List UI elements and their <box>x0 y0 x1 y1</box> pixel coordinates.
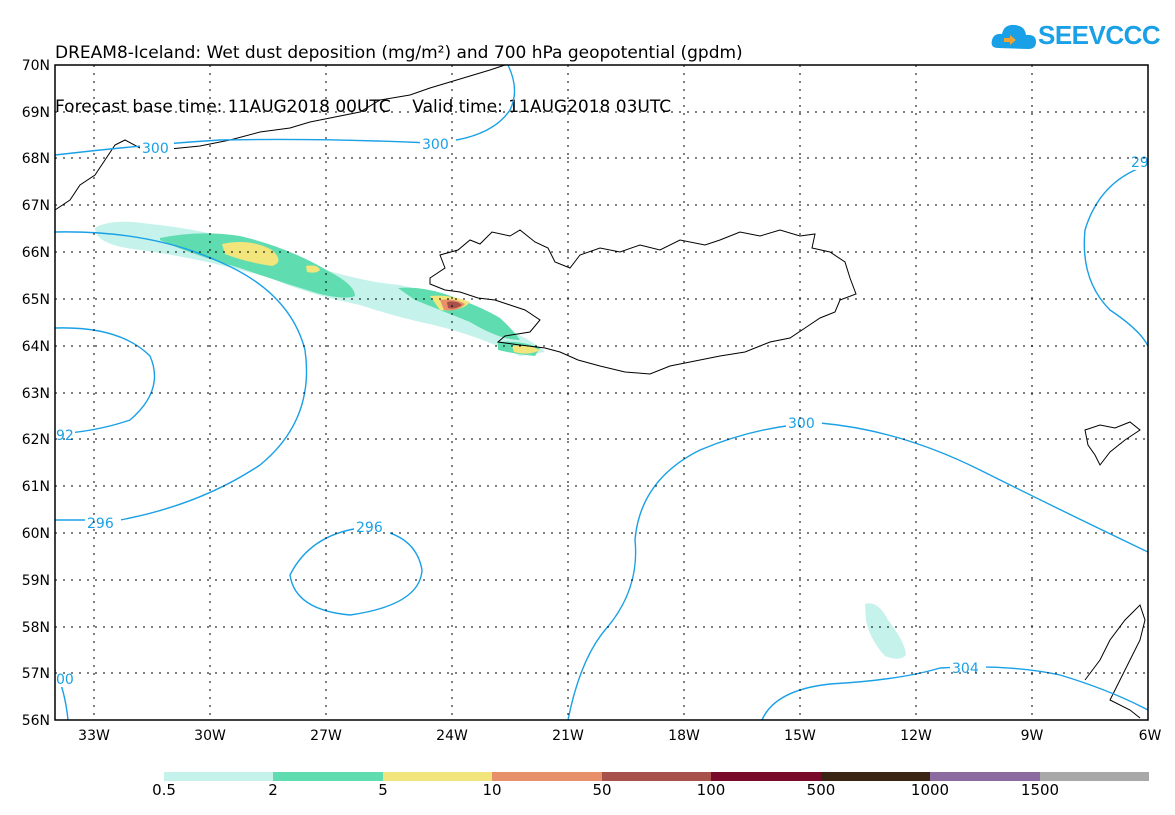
legend-swatch <box>930 772 1040 781</box>
scotland-coastline-south <box>1084 604 1146 719</box>
gridlines <box>55 65 1148 720</box>
lon-label: 12W <box>900 728 932 744</box>
greenland-coastline <box>54 64 506 211</box>
contour-east <box>1083 164 1149 347</box>
legend-label: 50 <box>592 781 612 799</box>
legend-label: 2 <box>268 781 278 799</box>
lon-label: 24W <box>436 728 468 744</box>
lat-label: 65N <box>22 292 50 308</box>
lat-label: 57N <box>22 666 50 682</box>
contour-label: 300 <box>422 137 449 153</box>
contour-label: 00 <box>56 672 74 688</box>
coastlines <box>54 64 1146 719</box>
legend-swatch <box>492 772 602 781</box>
contour-west <box>54 231 308 521</box>
lat-label: 56N <box>22 713 50 729</box>
dust-area-level-3-west <box>222 242 279 266</box>
lon-label: 15W <box>784 728 816 744</box>
legend-labels: 0.5 2 5 10 50 100 500 1000 1500 <box>0 781 1175 801</box>
lat-label: 67N <box>22 198 50 214</box>
contour-label: 296 <box>87 516 114 532</box>
dust-area-level-1-south <box>865 603 906 659</box>
legend-label: 1500 <box>1020 781 1060 799</box>
contour-label: 296 <box>356 520 383 536</box>
lat-label: 68N <box>22 151 50 167</box>
lat-label: 62N <box>22 432 50 448</box>
lat-label: 59N <box>22 573 50 589</box>
title-line-1: DREAM8-Iceland: Wet dust deposition (mg/… <box>55 43 743 63</box>
contour-label: 92 <box>56 428 74 444</box>
legend-swatch <box>383 772 492 781</box>
lon-label: 27W <box>310 728 342 744</box>
dust-area-level-2-east <box>398 287 520 340</box>
lat-label: 64N <box>22 339 50 355</box>
dust-area-level-5 <box>447 301 462 309</box>
lon-label: 30W <box>194 728 226 744</box>
contour-label: 29 <box>1131 155 1149 171</box>
legend-swatch <box>1040 772 1149 781</box>
map-frame <box>54 64 1149 721</box>
lon-label: 9W <box>1021 728 1044 744</box>
seevccc-logo: SEEVCCC <box>990 18 1161 58</box>
lat-label: 58N <box>22 620 50 636</box>
legend-label: 500 <box>806 781 836 799</box>
lat-label: 63N <box>22 386 50 402</box>
lon-label: 21W <box>552 728 584 744</box>
contour-label: 300 <box>142 141 169 157</box>
dust-deposition-fields <box>95 221 906 659</box>
lat-label: 61N <box>22 479 50 495</box>
dust-area-level-2-west <box>160 233 355 298</box>
legend-swatch <box>602 772 711 781</box>
legend-swatch <box>273 772 383 781</box>
legend-label: 10 <box>482 781 502 799</box>
contour-292 <box>54 327 156 435</box>
contour-296-closed <box>289 527 423 616</box>
contour-label-group: 300 300 29 92 296 296 300 00 304 <box>55 136 1149 688</box>
legend-swatch <box>821 772 930 781</box>
legend-label: 0.5 <box>152 781 176 799</box>
dust-area-level-3-small <box>306 265 320 273</box>
lon-labels: 33W 30W 27W 24W 21W 18W 15W 12W 9W 6W <box>78 728 1161 744</box>
lon-label: 6W <box>1139 728 1162 744</box>
legend-swatch <box>164 772 273 781</box>
lon-label: 18W <box>668 728 700 744</box>
contour-304 <box>761 666 1149 721</box>
cloud-icon <box>991 24 1036 49</box>
legend-colorbar <box>164 772 1149 781</box>
lat-labels: 70N 69N 68N 67N 66N 65N 64N 63N 62N 61N … <box>22 58 50 729</box>
legend-swatch <box>711 772 821 781</box>
scotland-coastline <box>1084 421 1141 466</box>
lat-label: 70N <box>22 58 50 74</box>
contour-300-south <box>567 422 1149 721</box>
dust-area-level-3-south <box>512 345 540 354</box>
lat-label: 66N <box>22 245 50 261</box>
lat-label: 69N <box>22 105 50 121</box>
contour-label: 304 <box>952 661 979 677</box>
legend-label: 1000 <box>910 781 950 799</box>
legend-label: 100 <box>696 781 726 799</box>
logo-text: SEEVCCC <box>1038 20 1161 50</box>
map-title: DREAM8-Iceland: Wet dust deposition (mg/… <box>55 8 743 134</box>
lat-label: 60N <box>22 526 50 542</box>
lon-label: 33W <box>78 728 110 744</box>
legend-label: 5 <box>378 781 388 799</box>
iceland-coastline <box>429 229 857 375</box>
contour-label: 300 <box>788 416 815 432</box>
